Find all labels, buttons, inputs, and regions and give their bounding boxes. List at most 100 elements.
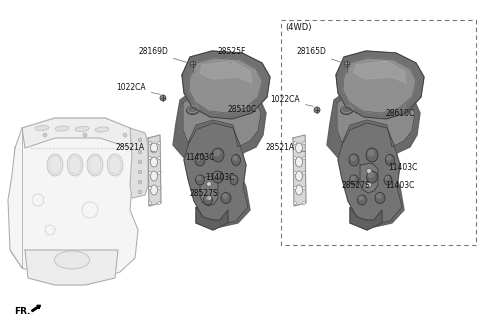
Circle shape <box>302 141 305 145</box>
Ellipse shape <box>231 154 240 166</box>
Text: 28521A: 28521A <box>116 144 155 153</box>
Ellipse shape <box>204 100 216 110</box>
Ellipse shape <box>151 171 157 181</box>
Text: (4WD): (4WD) <box>285 23 312 32</box>
Ellipse shape <box>67 154 83 176</box>
Polygon shape <box>336 51 424 119</box>
Ellipse shape <box>95 127 109 132</box>
Polygon shape <box>327 85 420 227</box>
Text: 28521A: 28521A <box>266 144 305 153</box>
Ellipse shape <box>222 193 228 199</box>
Text: 28527S: 28527S <box>342 180 371 190</box>
Polygon shape <box>148 135 161 206</box>
Text: 28527S: 28527S <box>190 189 219 197</box>
Circle shape <box>123 133 127 137</box>
Text: FR.: FR. <box>14 307 31 316</box>
Ellipse shape <box>349 154 359 166</box>
Polygon shape <box>189 58 262 113</box>
Circle shape <box>148 187 152 190</box>
Ellipse shape <box>214 150 221 156</box>
Text: 1022CA: 1022CA <box>270 95 313 106</box>
Ellipse shape <box>204 195 213 205</box>
Text: 11403C: 11403C <box>382 162 418 173</box>
Circle shape <box>157 141 160 145</box>
Circle shape <box>190 61 196 67</box>
Text: 1022CA: 1022CA <box>116 84 160 94</box>
Circle shape <box>293 156 297 159</box>
Ellipse shape <box>368 172 374 178</box>
Polygon shape <box>293 135 306 206</box>
Ellipse shape <box>377 98 391 108</box>
Circle shape <box>293 141 297 145</box>
Circle shape <box>302 187 305 190</box>
Text: 28610C: 28610C <box>379 109 415 119</box>
Ellipse shape <box>358 100 371 110</box>
Polygon shape <box>196 207 228 230</box>
Polygon shape <box>173 85 266 227</box>
Circle shape <box>157 201 160 204</box>
Ellipse shape <box>195 154 205 166</box>
Circle shape <box>302 172 305 174</box>
Circle shape <box>344 61 350 67</box>
Ellipse shape <box>296 157 302 167</box>
Ellipse shape <box>75 126 89 132</box>
Text: 28169D: 28169D <box>138 48 189 63</box>
Circle shape <box>302 201 305 204</box>
Circle shape <box>314 107 320 113</box>
FancyArrow shape <box>32 305 40 312</box>
Ellipse shape <box>386 155 392 161</box>
Circle shape <box>367 169 372 174</box>
Ellipse shape <box>230 175 238 185</box>
Circle shape <box>367 182 372 188</box>
Circle shape <box>138 150 142 154</box>
Ellipse shape <box>55 126 69 131</box>
Ellipse shape <box>47 154 63 176</box>
Circle shape <box>293 201 297 204</box>
Circle shape <box>293 187 297 190</box>
Ellipse shape <box>107 154 123 176</box>
Ellipse shape <box>224 98 237 108</box>
Ellipse shape <box>151 157 157 167</box>
Circle shape <box>138 180 142 184</box>
Ellipse shape <box>187 106 200 114</box>
Circle shape <box>206 195 212 200</box>
Circle shape <box>138 160 142 164</box>
Text: 28165D: 28165D <box>296 48 343 63</box>
Ellipse shape <box>349 175 359 185</box>
Ellipse shape <box>385 154 395 166</box>
Ellipse shape <box>366 148 378 162</box>
Polygon shape <box>343 58 416 113</box>
Ellipse shape <box>230 175 235 180</box>
Ellipse shape <box>195 175 204 185</box>
Ellipse shape <box>214 172 220 178</box>
Circle shape <box>148 141 152 145</box>
Ellipse shape <box>394 102 407 112</box>
Ellipse shape <box>151 185 157 195</box>
Polygon shape <box>200 61 252 83</box>
Circle shape <box>138 138 142 142</box>
Circle shape <box>148 201 152 204</box>
Text: 11403C: 11403C <box>205 174 234 182</box>
Circle shape <box>83 133 87 137</box>
Circle shape <box>157 187 160 190</box>
Ellipse shape <box>232 155 238 161</box>
Ellipse shape <box>151 143 157 153</box>
Circle shape <box>148 156 152 159</box>
Polygon shape <box>338 123 402 225</box>
Ellipse shape <box>340 106 353 114</box>
Ellipse shape <box>87 154 103 176</box>
Text: 11403C: 11403C <box>185 153 215 161</box>
Ellipse shape <box>212 148 224 162</box>
Ellipse shape <box>384 175 392 185</box>
Polygon shape <box>25 250 118 285</box>
Ellipse shape <box>221 193 231 203</box>
Ellipse shape <box>55 251 89 269</box>
Ellipse shape <box>213 171 224 183</box>
Polygon shape <box>350 207 382 230</box>
Circle shape <box>43 133 47 137</box>
Circle shape <box>206 181 212 187</box>
Polygon shape <box>184 123 248 225</box>
Ellipse shape <box>358 195 367 205</box>
Ellipse shape <box>196 155 202 161</box>
Polygon shape <box>183 88 261 147</box>
